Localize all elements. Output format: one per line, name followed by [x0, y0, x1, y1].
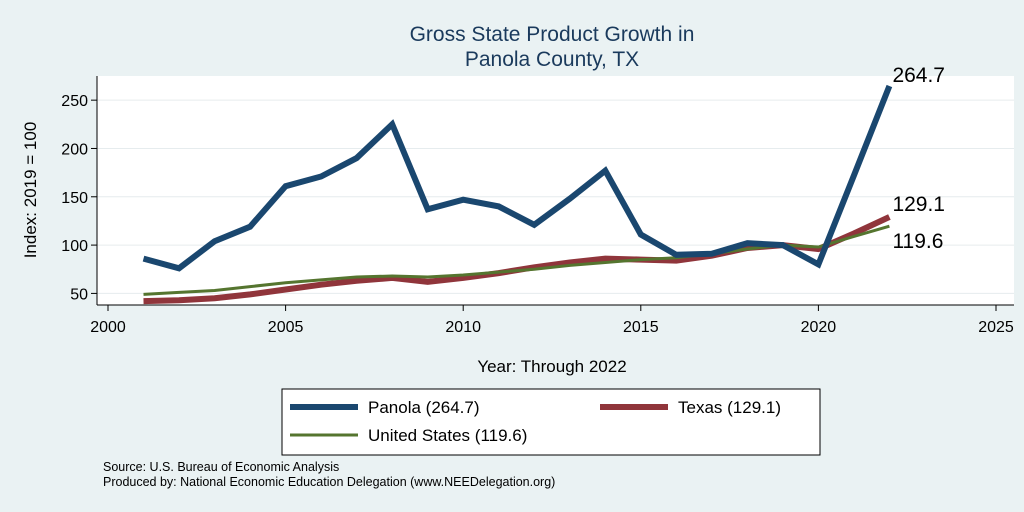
chart-title-line-2: Panola County, TX: [465, 48, 639, 71]
y-axis: 50 100 150 200 250: [61, 76, 98, 305]
chart-title-line-1: Gross State Product Growth in: [410, 23, 695, 46]
x-axis-title: Year: Through 2022: [477, 357, 626, 376]
x-tick-label: 2015: [623, 319, 659, 336]
series-line-panola: [142, 84, 893, 272]
x-tick-label: 2005: [268, 319, 304, 336]
y-tick-label: 150: [61, 190, 88, 207]
source-note: Source: U.S. Bureau of Economic Analysis: [103, 460, 339, 474]
y-tick-label: 250: [61, 93, 88, 110]
legend-label-panola: Panola (264.7): [368, 398, 480, 417]
legend-box: [281, 388, 821, 456]
end-labels: 264.7 129.1 119.6: [892, 64, 945, 253]
x-axis: 2000 2005 2010 2015 2020 2025: [90, 304, 1014, 336]
series-lines: [142, 84, 893, 305]
y-tick-label: 100: [61, 238, 88, 255]
legend: Panola (264.7) Texas (129.1) United Stat…: [281, 388, 821, 456]
produced-by-note: Produced by: National Economic Education…: [103, 475, 555, 489]
x-tick-label: 2000: [90, 319, 126, 336]
x-tick-label: 2025: [978, 319, 1014, 336]
y-axis-title: Index: 2019 = 100: [21, 122, 40, 259]
y-tick-label: 50: [70, 286, 88, 303]
plot-area: [97, 76, 1014, 305]
end-label-panola: 264.7: [892, 64, 945, 87]
legend-label-us: United States (119.6): [368, 426, 527, 445]
x-tick-label: 2020: [801, 319, 837, 336]
grid-lines: [97, 99, 1014, 294]
end-label-texas: 129.1: [892, 193, 945, 216]
legend-label-texas: Texas (129.1): [678, 398, 781, 417]
end-label-united-states: 119.6: [892, 230, 943, 253]
y-tick-label: 200: [61, 141, 88, 158]
x-tick-label: 2010: [445, 319, 481, 336]
